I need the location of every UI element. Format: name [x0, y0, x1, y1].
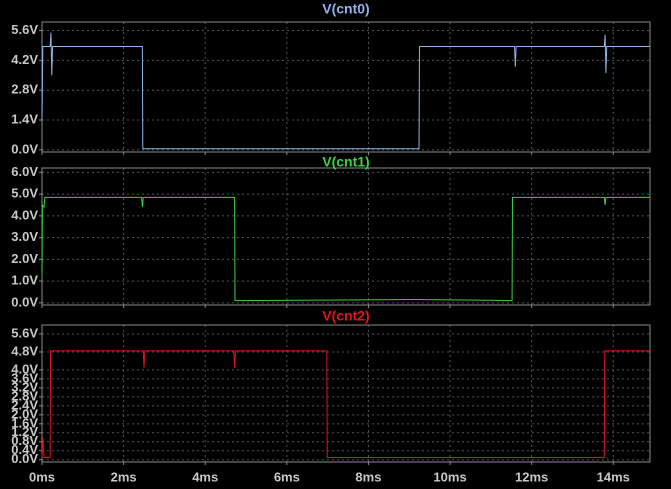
y-tick-label: 3.6V — [11, 370, 38, 385]
waveform — [41, 196, 650, 302]
x-tick-label: 14ms — [597, 469, 630, 484]
x-tick-label: 10ms — [433, 469, 466, 484]
y-tick-label: 2.0V — [11, 406, 38, 421]
pane-frame — [41, 21, 651, 153]
pane-title: V(cnt0) — [322, 1, 369, 17]
x-tick-label: 2ms — [111, 469, 137, 484]
y-tick-label: 0.0V — [11, 451, 38, 466]
x-tick-label: 8ms — [355, 469, 381, 484]
pane-title: V(cnt2) — [322, 308, 369, 324]
y-tick-label: 0.0V — [11, 141, 38, 156]
pane-frame — [41, 167, 651, 306]
y-tick-label: 2.4V — [11, 397, 38, 412]
x-tick-label: 0ms — [29, 469, 55, 484]
y-tick-label: 2.8V — [11, 388, 38, 403]
pane-frame — [41, 324, 651, 463]
y-tick-label: 1.4V — [11, 111, 38, 126]
waveform — [41, 32, 650, 150]
x-tick-label: 12ms — [515, 469, 548, 484]
y-tick-label: 4.8V — [11, 343, 38, 358]
pane-title: V(cnt1) — [322, 154, 369, 170]
y-tick-label: 6.0V — [11, 164, 38, 179]
y-tick-label: 4.2V — [11, 52, 38, 67]
x-tick-label: 4ms — [192, 469, 218, 484]
y-tick-label: 2.8V — [11, 82, 38, 97]
y-tick-label: 5.0V — [11, 186, 38, 201]
y-tick-label: 0.4V — [11, 442, 38, 457]
y-tick-label: 1.2V — [11, 424, 38, 439]
y-tick-label: 4.0V — [11, 207, 38, 222]
y-tick-label: 1.6V — [11, 415, 38, 430]
y-tick-label: 3.0V — [11, 229, 38, 244]
y-tick-label: 2.0V — [11, 251, 38, 266]
y-tick-label: 5.6V — [11, 325, 38, 340]
y-tick-label: 0.0V — [11, 294, 38, 309]
y-tick-label: 5.6V — [11, 22, 38, 37]
y-tick-label: 3.2V — [11, 379, 38, 394]
y-tick-label: 1.0V — [11, 273, 38, 288]
waveform — [41, 350, 650, 459]
y-tick-label: 0.8V — [11, 433, 38, 448]
x-tick-label: 6ms — [274, 469, 300, 484]
y-tick-label: 4.0V — [11, 361, 38, 376]
